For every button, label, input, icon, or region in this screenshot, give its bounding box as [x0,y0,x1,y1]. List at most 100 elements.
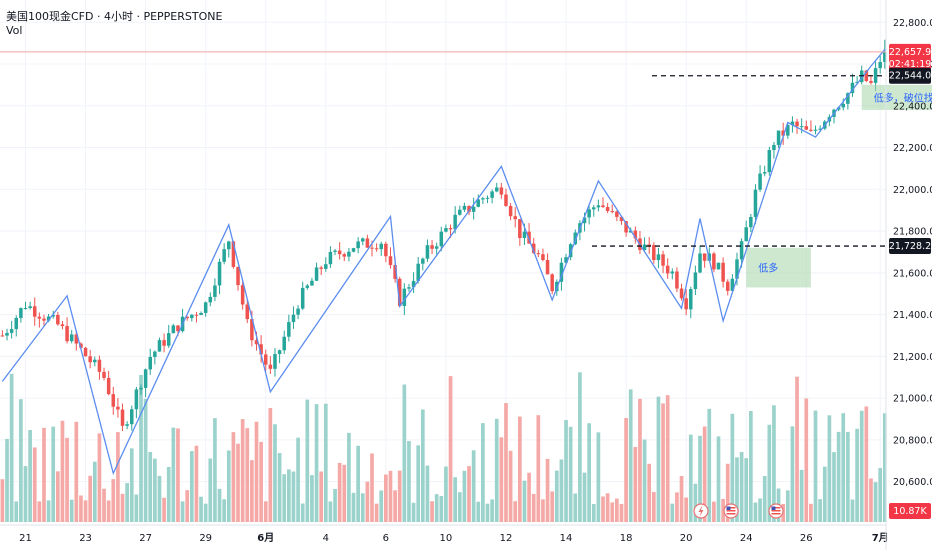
volume-bar [323,403,328,522]
volume-bar [254,421,259,522]
y-tick-label: 22,400.0 [893,101,932,112]
candle-body [453,214,457,230]
volume-bar [836,431,841,522]
volume-tag-text: 10.87K [893,506,927,517]
volume-bar [559,459,564,522]
candle-body [799,126,804,128]
candle-body [513,216,517,220]
volume-bar [28,430,32,522]
volume-bar [864,406,869,522]
volume-bar [735,457,739,522]
x-tick-label: 26 [800,533,813,544]
volume-bar [804,398,809,522]
us-flag-icon[interactable] [723,503,739,519]
volume-bar [827,415,832,522]
candle-body [277,350,282,355]
volume-bar [591,503,596,522]
candle-body [596,205,601,208]
candle-body [550,274,554,292]
candle-body [213,285,217,297]
volume-bar [855,428,859,522]
volume-layer [0,372,887,522]
volume-bar [259,441,263,522]
candle-body [652,245,656,261]
y-tick-label: 20,600.0 [893,477,932,488]
volume-bar [670,503,675,522]
candle-body [592,207,596,210]
volume-bar [231,432,236,522]
volume-bar [32,447,37,522]
volume-bar [347,432,351,522]
volume-bar [388,470,393,522]
volume-bar [457,492,462,522]
candle-body [476,199,481,207]
candle-body [661,254,665,266]
candle-body [125,424,129,426]
candle-body [379,243,383,250]
candle-body [753,189,758,217]
candle-body [536,253,541,255]
x-tick-label: 18 [620,533,633,544]
annotation-box [861,84,932,110]
volume-bar [439,495,444,522]
candle-body [305,285,310,288]
volume-bar [79,495,83,522]
y-tick-label: 22,200.0 [893,143,932,154]
volume-bar [859,410,864,522]
volume-bar [499,437,504,522]
volume-bar [665,395,670,522]
volume-tag [889,503,931,519]
volume-bar [65,437,69,522]
volume-bar [129,448,134,522]
candle-body [749,216,753,228]
flag-stripe [771,510,781,512]
volume-bar [795,376,799,522]
lightning-icon[interactable] [693,503,709,519]
candle-body [582,217,587,224]
volume-bar [744,458,749,522]
volume-bar [176,428,180,522]
y-tick-label: 22,000.0 [893,185,932,196]
candle-body [665,265,670,274]
flag-stripe [726,513,736,515]
y-tick-label: 21,400.0 [893,310,932,321]
level-low-tag-text: 21,728.2 [889,241,931,252]
current-price-tag-text: 02:41:19 [889,59,932,70]
candle-body [689,289,693,310]
candle-body [642,244,647,250]
candle-body [776,130,781,145]
volume-bar [638,398,642,522]
volume-bar [818,499,822,522]
candle-body [416,263,420,281]
volume-bar [245,428,250,522]
candle-body [531,243,536,254]
candle-body [143,369,148,388]
candle-body [79,343,83,348]
overlay-layer: 低多，破位找信号空低多 [0,48,932,476]
candle-body [564,257,568,263]
candle-body [619,216,624,222]
volume-bar [601,496,605,522]
volume-bar [342,464,347,522]
volume-bar [846,431,850,522]
candle-body [716,262,721,270]
candle-body [444,228,448,232]
volume-bar [69,499,74,522]
volume-bar [55,471,60,522]
candle-body [698,253,702,273]
volume-bar [651,491,656,522]
candle-body [337,250,342,255]
volume-bar [434,494,439,522]
us-flag-icon[interactable] [768,503,784,519]
volume-bar [263,501,268,522]
candle-body [725,281,730,291]
candle-body [176,325,180,332]
volume-bar [282,474,287,522]
candle-body [809,129,813,131]
candle-body [111,394,116,407]
volume-bar [693,483,698,522]
volume-bar [273,424,277,522]
candle-body [194,314,199,316]
